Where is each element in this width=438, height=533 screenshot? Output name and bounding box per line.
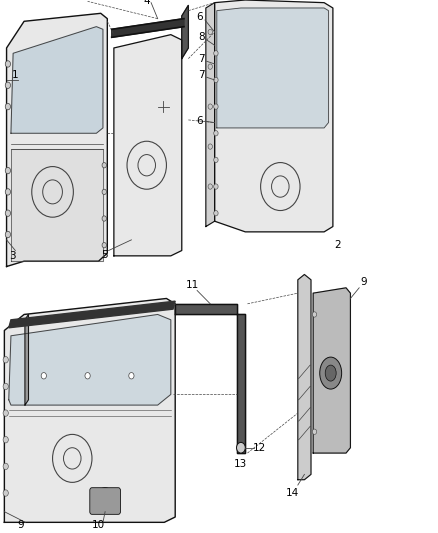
Circle shape [214, 77, 218, 83]
Circle shape [214, 131, 218, 136]
Text: 1: 1 [11, 70, 18, 79]
Polygon shape [9, 301, 175, 328]
Circle shape [5, 189, 11, 195]
Circle shape [214, 211, 218, 216]
Text: 5: 5 [101, 249, 108, 260]
Polygon shape [313, 288, 350, 453]
Text: 7: 7 [198, 54, 205, 63]
Polygon shape [175, 304, 245, 453]
Text: 10: 10 [92, 520, 105, 530]
Text: 11: 11 [186, 280, 199, 290]
FancyBboxPatch shape [90, 488, 120, 514]
Polygon shape [206, 3, 215, 227]
Circle shape [5, 167, 11, 174]
Polygon shape [112, 19, 184, 37]
Polygon shape [11, 149, 103, 261]
Circle shape [129, 373, 134, 379]
Ellipse shape [325, 365, 336, 381]
Circle shape [5, 231, 11, 238]
Circle shape [214, 104, 218, 109]
Polygon shape [9, 314, 171, 405]
Text: 14: 14 [286, 488, 299, 498]
Circle shape [312, 312, 317, 317]
Polygon shape [298, 274, 311, 480]
Ellipse shape [96, 488, 114, 509]
Text: 3: 3 [9, 251, 16, 261]
Circle shape [5, 82, 11, 88]
Polygon shape [25, 314, 28, 405]
Polygon shape [7, 13, 107, 266]
Circle shape [3, 383, 8, 390]
Circle shape [5, 210, 11, 216]
Text: 2: 2 [334, 240, 341, 250]
Circle shape [102, 243, 106, 248]
Text: 9: 9 [360, 278, 367, 287]
Polygon shape [114, 35, 182, 256]
Circle shape [85, 373, 90, 379]
Circle shape [208, 29, 212, 35]
Circle shape [208, 104, 212, 109]
Text: 9: 9 [18, 520, 25, 530]
Polygon shape [215, 0, 333, 232]
Circle shape [3, 490, 8, 496]
Polygon shape [4, 298, 175, 522]
Polygon shape [11, 27, 103, 133]
Circle shape [102, 216, 106, 221]
Text: 13: 13 [234, 459, 247, 469]
Circle shape [237, 442, 245, 453]
Circle shape [208, 144, 212, 149]
Circle shape [5, 103, 11, 110]
Circle shape [3, 463, 8, 470]
Circle shape [214, 184, 218, 189]
Circle shape [214, 51, 218, 56]
Circle shape [208, 184, 212, 189]
Circle shape [3, 357, 8, 363]
Ellipse shape [320, 357, 342, 389]
Circle shape [41, 373, 46, 379]
Polygon shape [217, 8, 328, 128]
Text: 7: 7 [198, 70, 205, 79]
Circle shape [312, 429, 317, 434]
Circle shape [214, 157, 218, 163]
Text: 12: 12 [253, 443, 266, 453]
Circle shape [3, 437, 8, 443]
Circle shape [102, 163, 106, 168]
Circle shape [5, 61, 11, 67]
Circle shape [3, 410, 8, 416]
Polygon shape [182, 5, 188, 59]
Text: 8: 8 [198, 33, 205, 42]
Text: 4: 4 [143, 0, 150, 6]
Text: 6: 6 [196, 116, 203, 126]
Circle shape [208, 64, 212, 69]
Circle shape [102, 189, 106, 195]
Text: 6: 6 [196, 12, 203, 22]
